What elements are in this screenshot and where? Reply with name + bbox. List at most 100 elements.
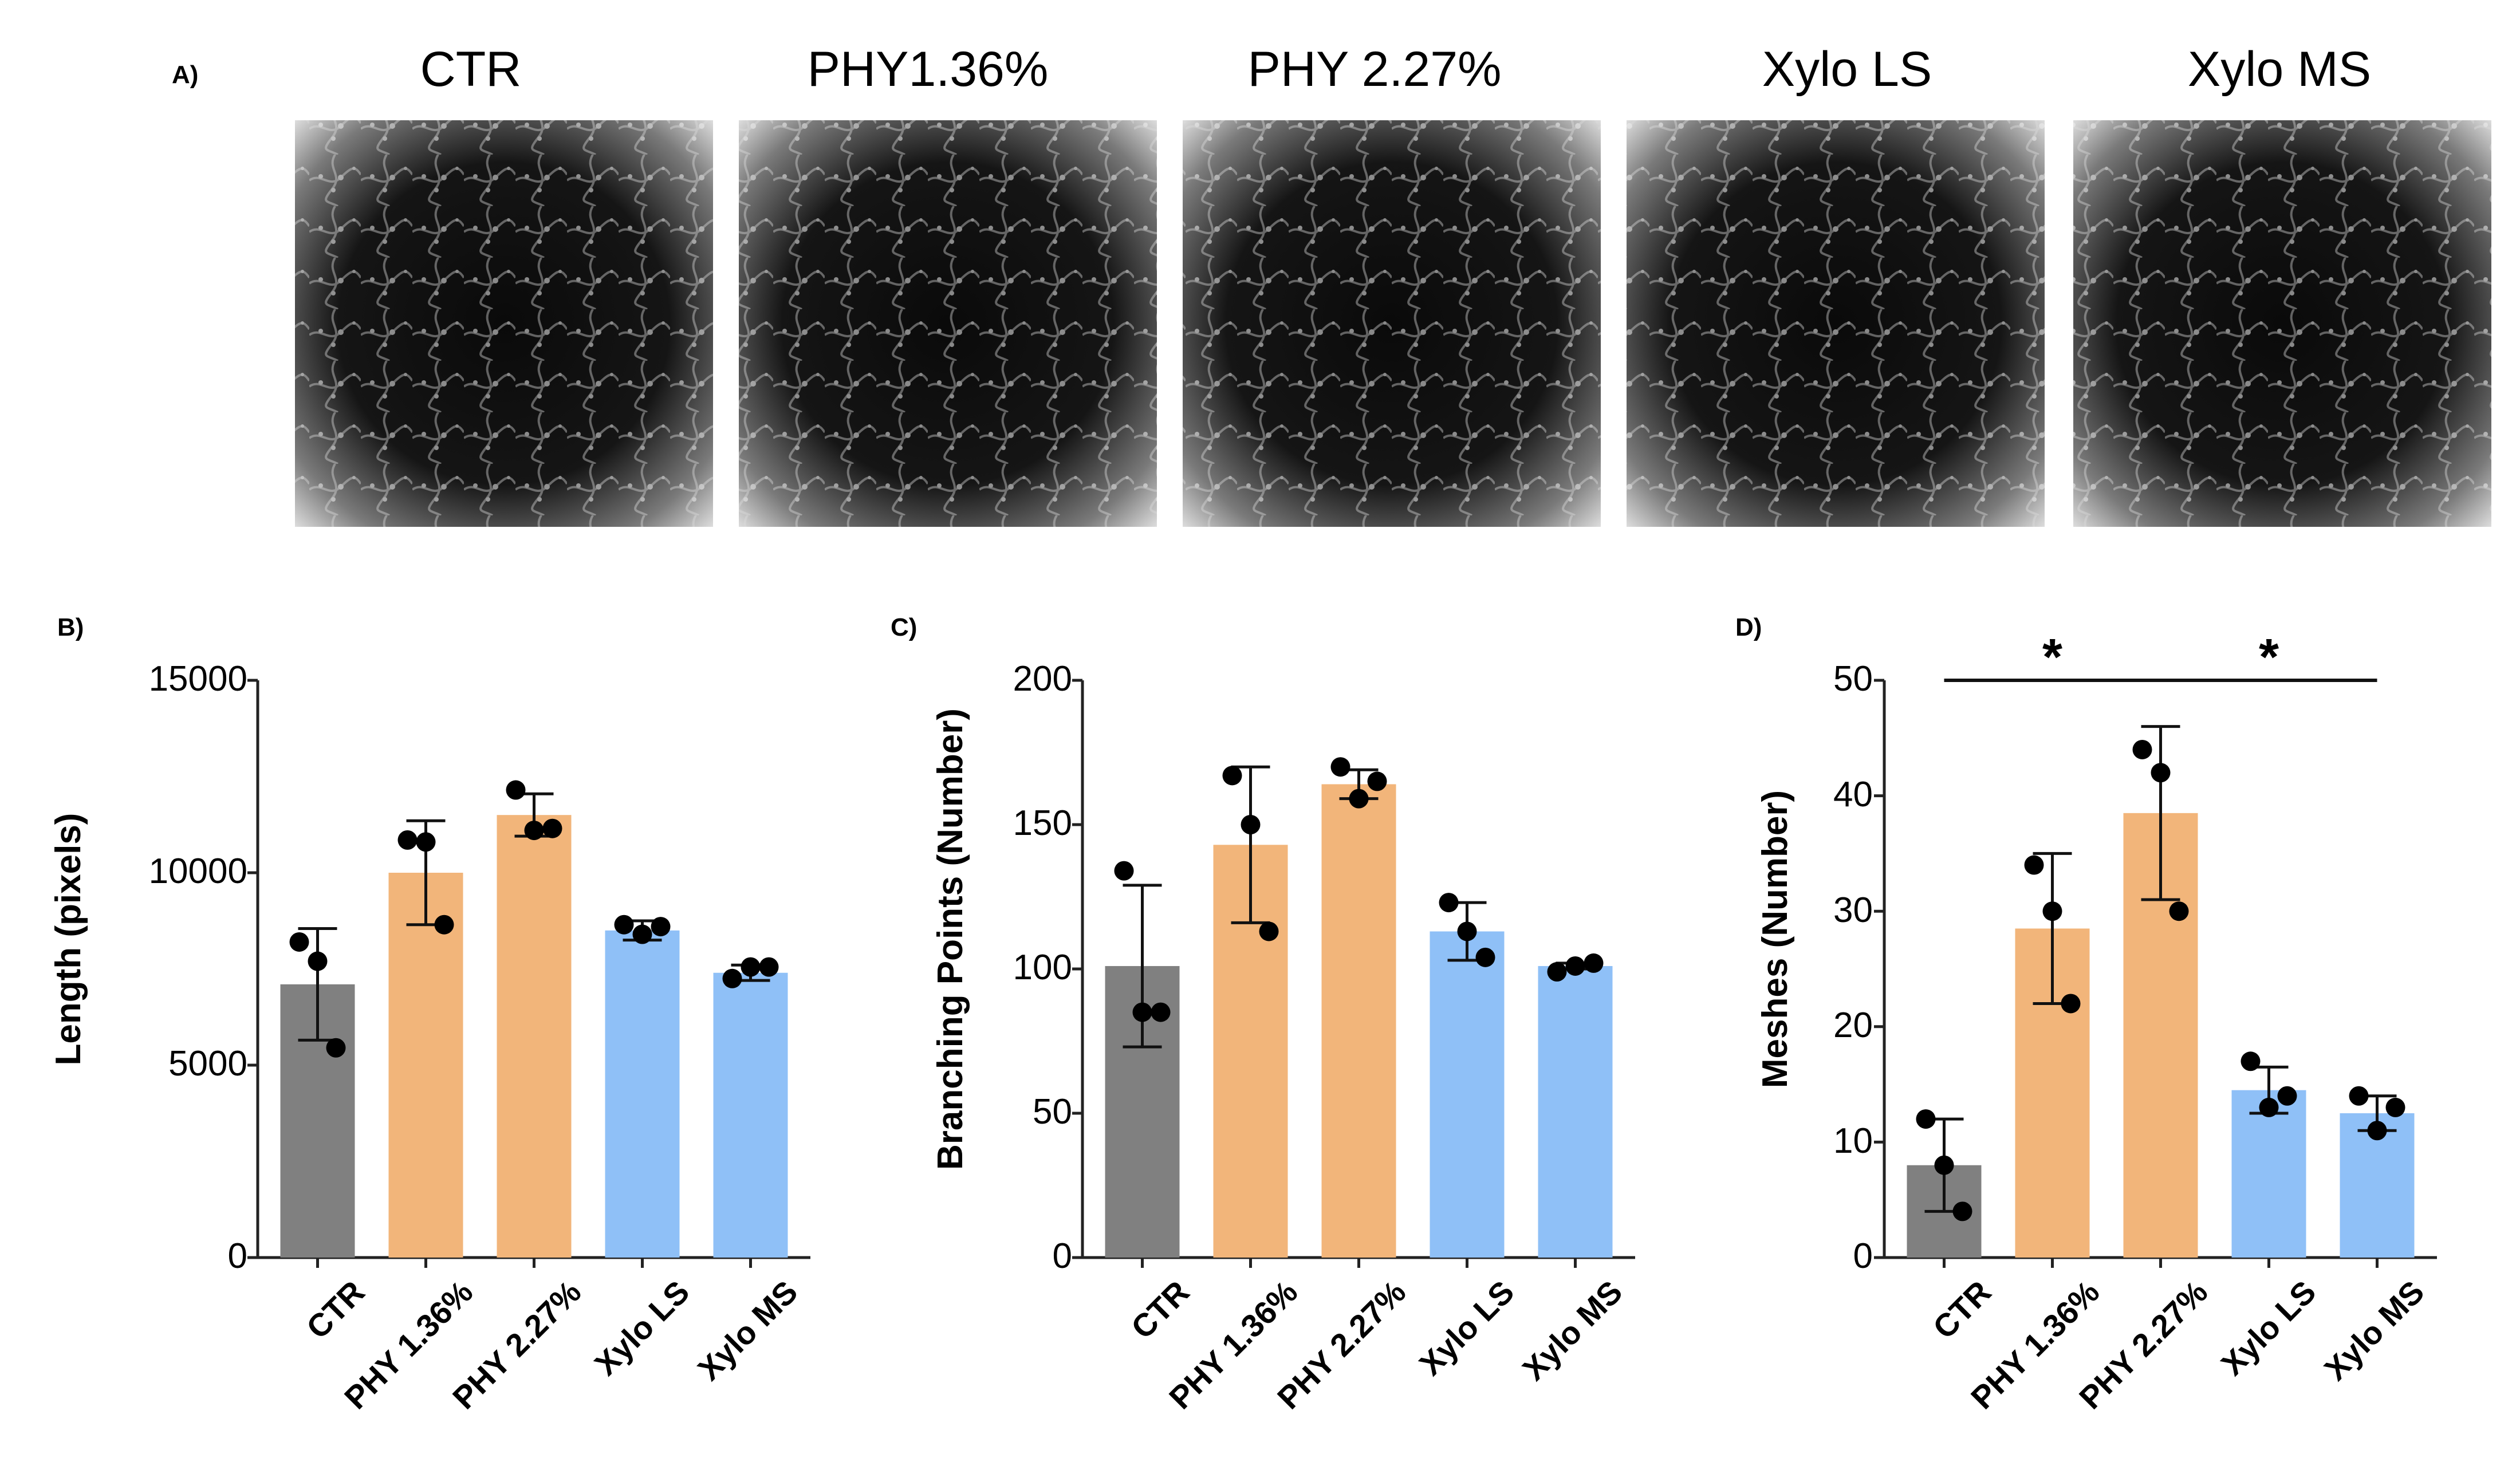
chart-c-xtick: CTR	[1124, 1274, 1196, 1346]
panel-a-letter: A)	[172, 61, 198, 89]
chart-b-data-point	[289, 932, 309, 952]
chart-d-data-point	[2024, 855, 2044, 875]
chart-c-data-point	[1439, 893, 1459, 913]
chart-d-ytick: 20	[1833, 1006, 1873, 1045]
chart-d-data-point	[2042, 901, 2062, 921]
chart-c-data-point	[1151, 1002, 1171, 1022]
chart-c-data-point	[1367, 771, 1387, 791]
micrograph-xylo-ms: Xylo MS	[2073, 42, 2491, 527]
chart-c-ytick: 0	[1053, 1236, 1072, 1276]
chart-c-y-axis-title: Branching Points (Number)	[931, 708, 970, 1170]
chart-c-ytick: 100	[1013, 948, 1072, 987]
chart-b-bar	[388, 873, 463, 1258]
chart-d-ytick: 50	[1833, 659, 1873, 699]
chart-c-data-point	[1241, 815, 1261, 834]
chart-d-data-point	[2169, 901, 2189, 921]
chart-b-data-point	[759, 957, 779, 977]
chart-b-data-point	[651, 917, 671, 937]
chart-b-bar	[713, 972, 788, 1258]
chart-d: D) Meshes (Number) 0 10 20 30 40 50 CTR …	[1735, 613, 2437, 1416]
chart-d-data-point	[2367, 1121, 2387, 1141]
chart-c-bar	[1430, 931, 1505, 1258]
chart-d-xtick: CTR	[1926, 1274, 1998, 1346]
chart-c-data-point	[1222, 766, 1242, 786]
chart-c-plot	[1072, 679, 1635, 1268]
chart-b-data-point	[506, 780, 526, 800]
chart-b-data-point	[741, 957, 761, 977]
chart-d-data-point	[2259, 1097, 2279, 1117]
chart-b-data-point	[308, 951, 328, 971]
chart-b-data-point	[614, 915, 634, 935]
chart-c-data-point	[1114, 861, 1134, 881]
chart-b-xtick: Xylo LS	[588, 1274, 696, 1382]
chart-d-xtick: Xylo LS	[2214, 1274, 2323, 1382]
chart-b-ytick: 15000	[149, 659, 247, 699]
chart-b-xtick: Xylo MS	[691, 1274, 805, 1388]
micrograph-phy-2-27: PHY 2.27%	[1183, 42, 1601, 527]
chart-b-data-point	[397, 830, 418, 850]
chart-b-data-point	[632, 924, 652, 944]
chart-c-ytick: 50	[1033, 1092, 1072, 1132]
chart-d-data-point	[2151, 763, 2171, 783]
chart-d-significance-label: *	[2259, 629, 2279, 686]
chart-d-data-point	[2385, 1097, 2405, 1117]
chart-d-data-point	[2061, 994, 2081, 1014]
micrograph-ctr: CTR	[295, 42, 713, 527]
chart-c-data-point	[1349, 789, 1369, 809]
chart-d-data-point	[1934, 1155, 1954, 1175]
chart-d-data-point	[1916, 1109, 1936, 1129]
chart-d-xtick: Xylo MS	[2317, 1274, 2431, 1388]
chart-d-y-axis-title: Meshes (Number)	[1755, 790, 1795, 1088]
chart-c: C) Branching Points (Number) 0 50 100 15…	[891, 613, 1635, 1416]
chart-b: B) Length (pixels) 0 5000 10000 15000 CT…	[49, 613, 810, 1416]
chart-b-letter: B)	[57, 613, 84, 641]
chart-d-ytick: 10	[1833, 1121, 1873, 1161]
micrograph-title-phy-2-27: PHY 2.27%	[1247, 42, 1501, 97]
chart-b-data-point	[524, 821, 544, 841]
chart-b-ytick: 0	[228, 1236, 247, 1276]
chart-c-bar	[1321, 784, 1396, 1258]
chart-c-xtick: Xylo MS	[1515, 1274, 1629, 1388]
chart-c-data-point	[1132, 1002, 1152, 1022]
chart-d-data-point	[2349, 1086, 2369, 1106]
chart-b-data-point	[542, 818, 562, 838]
micrograph-xylo-ls: Xylo LS	[1627, 42, 2045, 527]
chart-c-data-point	[1330, 757, 1350, 777]
chart-b-plot	[247, 679, 810, 1268]
chart-d-data-point	[1952, 1201, 1972, 1221]
micrograph-title-xylo-ms: Xylo MS	[2188, 42, 2371, 97]
chart-b-bar	[605, 930, 680, 1258]
chart-b-y-axis-title: Length (pixels)	[49, 813, 88, 1066]
chart-d-ytick: 0	[1853, 1236, 1873, 1276]
chart-c-bar	[1538, 965, 1613, 1258]
chart-d-significance-label: *	[2042, 629, 2062, 686]
chart-c-data-point	[1584, 953, 1604, 973]
chart-c-xtick: Xylo LS	[1412, 1274, 1521, 1382]
chart-b-bar	[497, 815, 572, 1258]
chart-d-data-point	[2277, 1086, 2297, 1106]
chart-d-ytick: 40	[1833, 775, 1873, 814]
micrograph-phy-1-36: PHY1.36%	[739, 42, 1157, 527]
chart-d-bar	[2231, 1090, 2306, 1258]
chart-b-data-point	[416, 832, 436, 852]
chart-c-ytick: 200	[1013, 659, 1072, 699]
chart-c-data-point	[1565, 956, 1585, 976]
chart-d-letter: D)	[1735, 613, 1762, 641]
chart-b-data-point	[326, 1038, 346, 1058]
chart-b-xtick: CTR	[300, 1274, 372, 1346]
micrograph-title-phy-1-36: PHY1.36%	[808, 42, 1049, 97]
chart-d-ytick: 30	[1833, 890, 1873, 930]
chart-d-data-point	[2241, 1051, 2261, 1071]
chart-c-ytick: 150	[1013, 803, 1072, 843]
micrograph-title-xylo-ls: Xylo LS	[1762, 42, 1932, 97]
chart-b-data-point	[722, 968, 742, 988]
chart-c-letter: C)	[891, 613, 917, 641]
chart-b-data-point	[434, 915, 454, 935]
chart-c-data-point	[1547, 962, 1567, 982]
micrograph-title-ctr: CTR	[420, 42, 522, 97]
chart-d-data-point	[2132, 739, 2152, 759]
chart-d-plot: * *	[1874, 629, 2437, 1268]
chart-c-data-point	[1259, 921, 1279, 941]
chart-c-data-point	[1475, 947, 1495, 967]
